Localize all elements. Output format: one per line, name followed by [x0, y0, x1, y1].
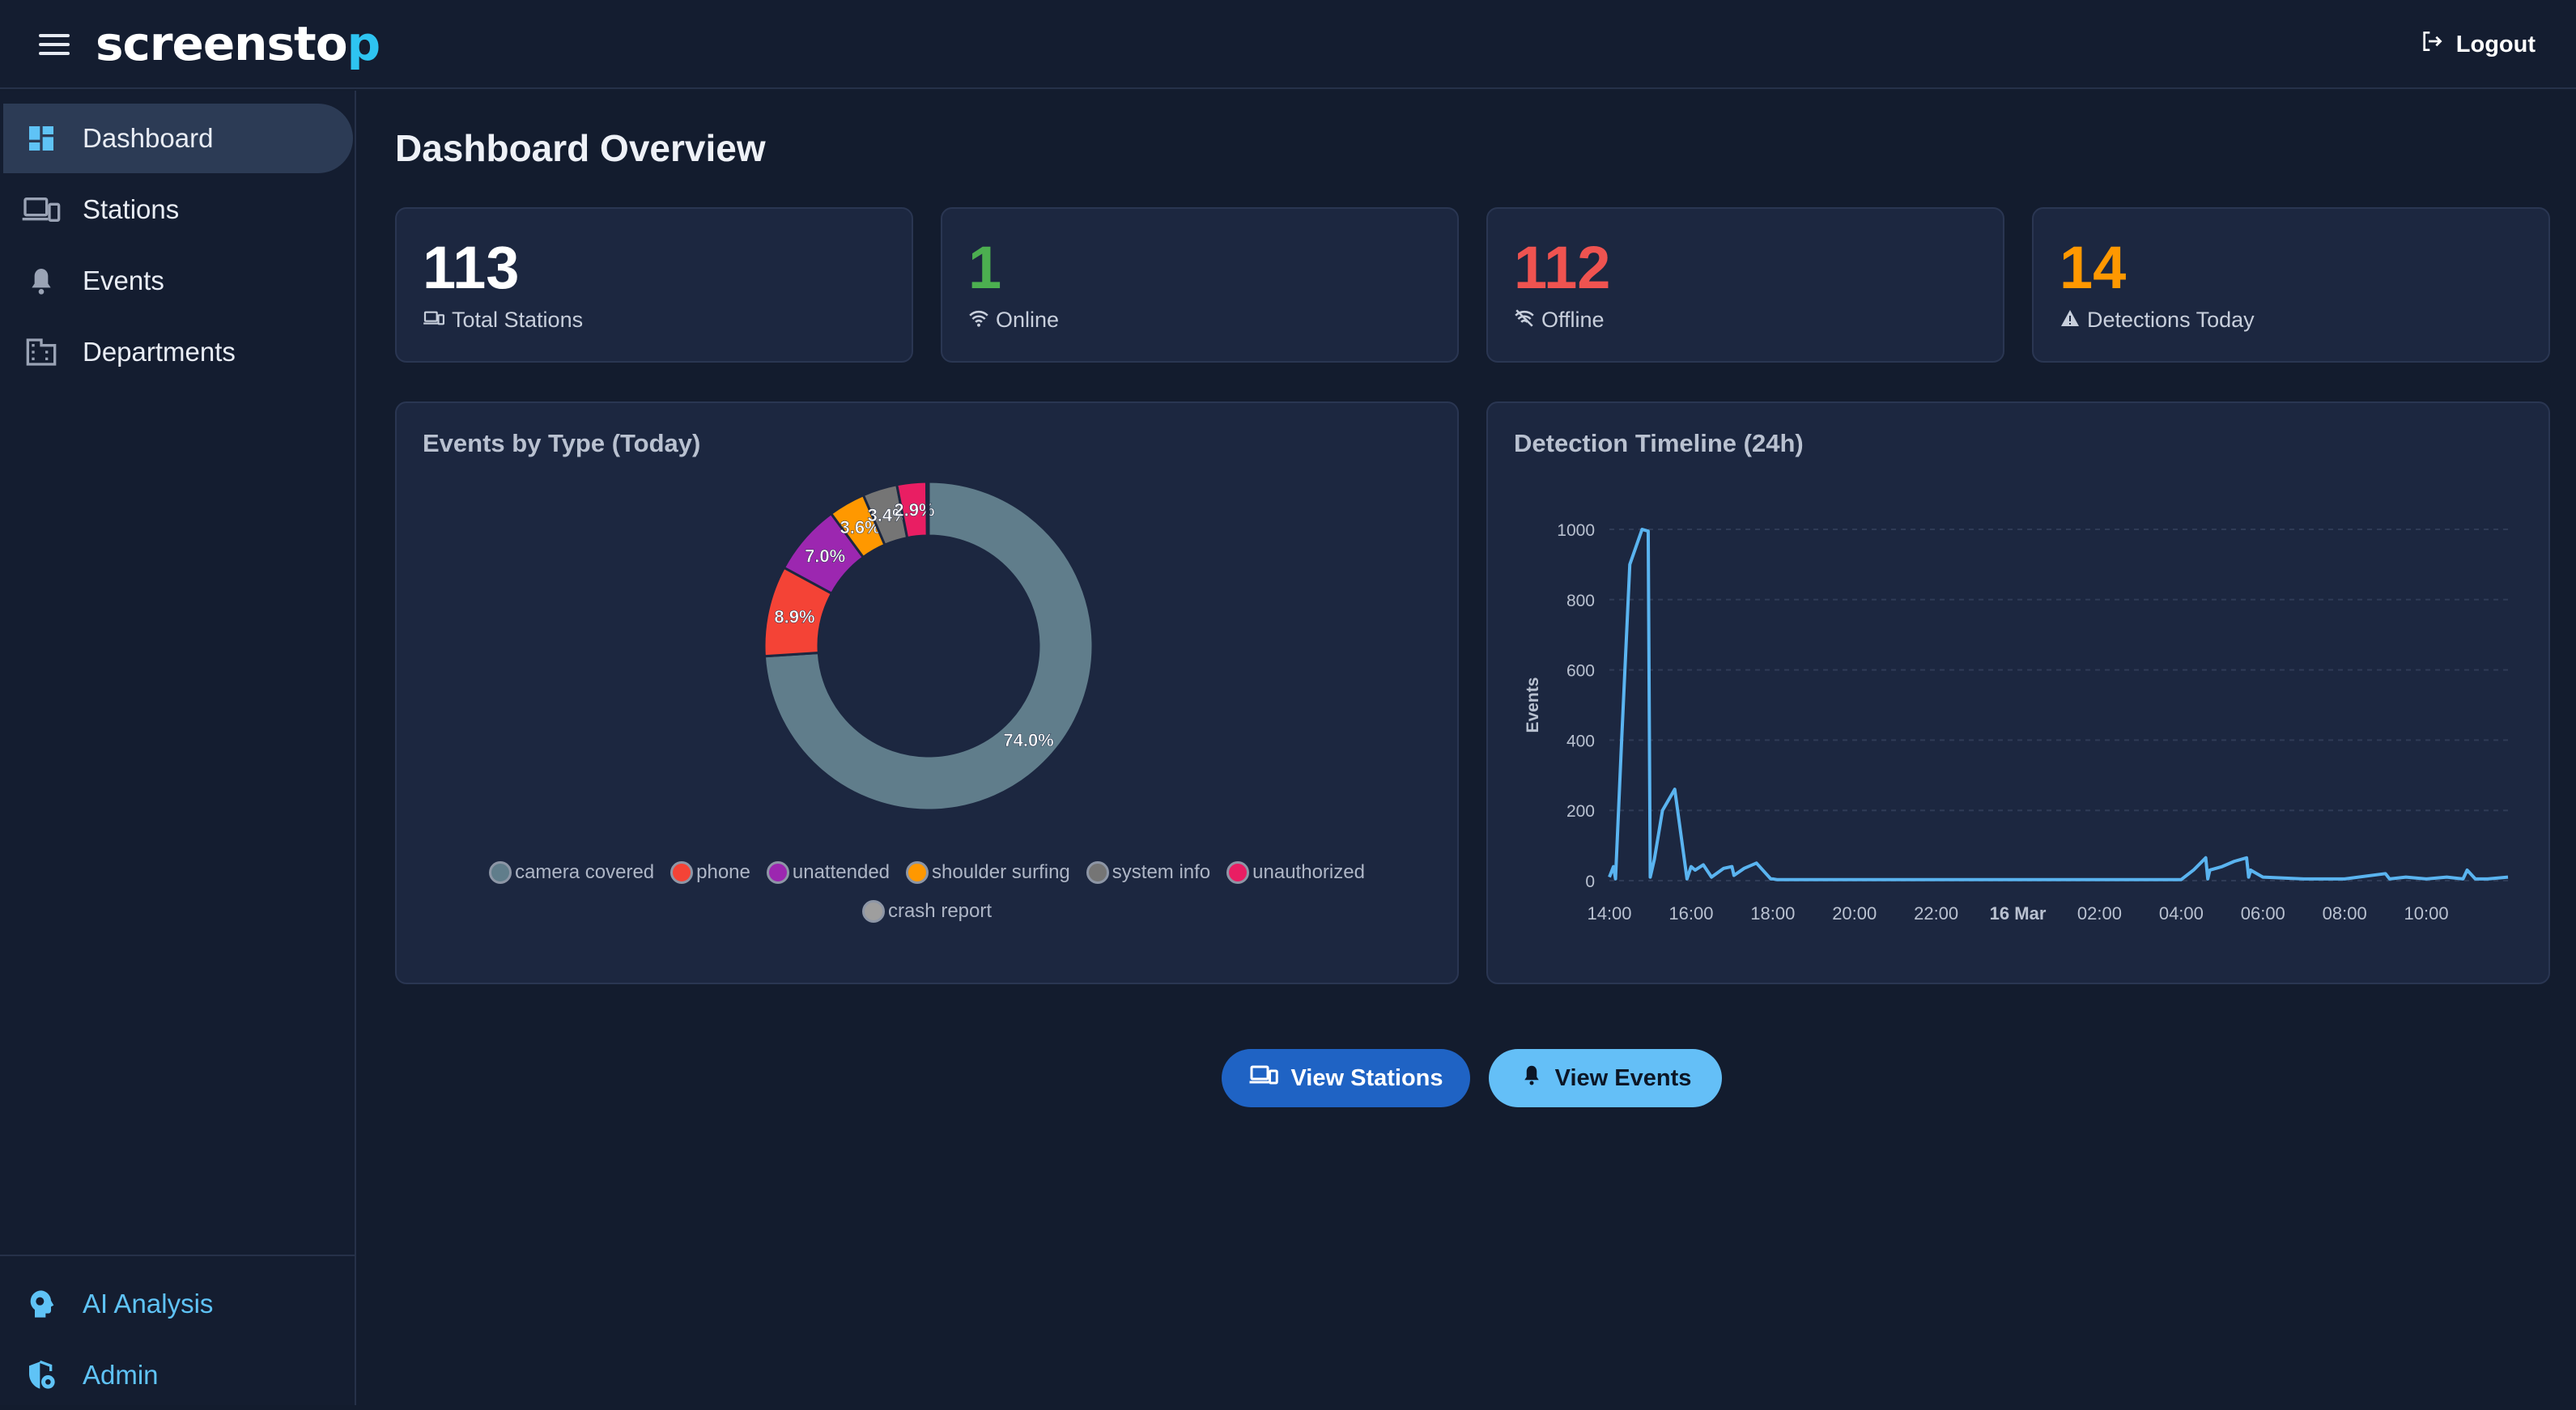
legend-swatch	[861, 900, 885, 923]
x-tick-label: 20:00	[1832, 903, 1877, 924]
bell-icon	[21, 261, 62, 301]
logout-button[interactable]: Logout	[2419, 24, 2536, 65]
stat-label: Offline	[1514, 308, 1605, 333]
y-tick-label: 0	[1585, 873, 1595, 891]
stat-label: Detections Today	[2060, 308, 2255, 333]
legend-swatch	[1086, 861, 1109, 884]
pie-data-label: 74.0%	[1003, 730, 1053, 750]
menu-icon[interactable]	[36, 26, 73, 63]
x-tick-label: 16 Mar	[1990, 903, 2047, 924]
pie-slice[interactable]	[763, 480, 1095, 812]
x-tick-label: 14:00	[1587, 903, 1631, 924]
chart-title: Events by Type (Today)	[423, 429, 701, 457]
pie-data-label: 8.9%	[774, 607, 814, 627]
stat-value: 14	[2060, 234, 2127, 301]
series-line[interactable]	[1608, 528, 2509, 881]
y-tick-label: 800	[1566, 592, 1595, 610]
sidebar-item-label: Admin	[83, 1360, 159, 1390]
warning-icon	[2060, 308, 2081, 333]
legend-swatch	[766, 861, 789, 884]
y-tick-label: 400	[1566, 732, 1595, 750]
stat-value: 113	[423, 234, 520, 301]
donut-chart: 74.0%8.9%7.0%3.6%3.4%2.9%	[763, 480, 1095, 812]
sidebar-item-stations[interactable]: Stations	[3, 175, 353, 244]
legend-item[interactable]: camera covered	[489, 861, 654, 884]
logout-icon	[2419, 28, 2445, 61]
logout-label: Logout	[2455, 31, 2536, 57]
sidebar-item-label: Departments	[83, 337, 236, 367]
devices-icon	[423, 308, 445, 333]
stat-card-detections-today: 14 Detections Today	[2032, 207, 2550, 363]
stat-label: Online	[968, 308, 1059, 333]
chart-legend: camera covered phone unattended shoulder…	[397, 861, 1457, 884]
y-tick-label: 600	[1566, 662, 1595, 681]
stat-card-online: 1 Online	[941, 207, 1459, 363]
sidebar-item-label: Dashboard	[83, 123, 214, 153]
x-tick-label: 10:00	[2404, 903, 2449, 924]
legend-swatch	[489, 861, 512, 884]
ai-brain-icon	[21, 1284, 62, 1324]
x-tick-label: 16:00	[1668, 903, 1713, 924]
legend-item[interactable]: shoulder surfing	[906, 861, 1070, 884]
sidebar: Dashboard Stations Events Departments AI…	[0, 91, 356, 1405]
legend-swatch	[906, 861, 929, 884]
legend-item[interactable]: unauthorized	[1226, 861, 1365, 884]
x-tick-label: 08:00	[2323, 903, 2367, 924]
wifi-off-icon	[1514, 308, 1535, 333]
stat-card-offline: 112 Offline	[1486, 207, 2004, 363]
chart-title: Detection Timeline (24h)	[1514, 429, 1804, 457]
page-title: Dashboard Overview	[395, 127, 766, 169]
top-app-bar: screenstop Logout	[0, 0, 2576, 89]
y-tick-label: 1000	[1557, 521, 1595, 540]
legend-item[interactable]: phone	[670, 861, 750, 884]
stat-card-total-stations: 113 Total Stations	[395, 207, 913, 363]
bell-icon	[1520, 1063, 1544, 1094]
y-axis-label: Events	[1524, 677, 1542, 733]
x-tick-label: 22:00	[1914, 903, 1958, 924]
sidebar-divider	[0, 1255, 355, 1256]
stat-value: 1	[968, 234, 1002, 301]
app-logo[interactable]: screenstop	[96, 16, 380, 71]
stat-value: 112	[1514, 234, 1611, 301]
x-tick-label: 04:00	[2159, 903, 2204, 924]
view-stations-button[interactable]: View Stations	[1222, 1049, 1470, 1107]
events-by-type-card: Events by Type (Today) 74.0% 8.9% 7.0% 3.6%…	[395, 401, 1459, 984]
dashboard-icon	[21, 118, 62, 159]
stat-label: Total Stations	[423, 308, 583, 333]
x-tick-label: 02:00	[2077, 903, 2122, 924]
pie-data-label: 7.0%	[805, 546, 845, 567]
devices-icon	[21, 189, 62, 230]
sidebar-item-dashboard[interactable]: Dashboard	[3, 104, 353, 173]
chart-legend-row-2: crash report	[397, 900, 1457, 923]
pie-slice[interactable]	[925, 480, 930, 537]
wifi-icon	[968, 308, 989, 333]
detection-timeline-card: Detection Timeline (24h) 0 200 400 600 800 10…	[1486, 401, 2550, 984]
line-chart: 0 200 400 600 800 1000 Events 14:00 16:00 18:00 20…	[1524, 521, 2509, 924]
x-tick-label: 18:00	[1750, 903, 1795, 924]
sidebar-item-label: Stations	[83, 194, 180, 224]
devices-icon	[1248, 1063, 1279, 1094]
view-events-button[interactable]: View Events	[1489, 1049, 1722, 1107]
legend-swatch	[1226, 861, 1250, 884]
y-tick-label: 200	[1566, 802, 1595, 821]
admin-shield-icon	[21, 1355, 62, 1395]
legend-swatch	[670, 861, 694, 884]
legend-item[interactable]: system info	[1086, 861, 1210, 884]
view-events-label: View Events	[1554, 1064, 1692, 1091]
sidebar-item-label: Events	[83, 265, 164, 295]
sidebar-item-departments[interactable]: Departments	[3, 317, 353, 387]
sidebar-item-ai-analysis[interactable]: AI Analysis	[3, 1269, 353, 1339]
view-stations-label: View Stations	[1290, 1064, 1443, 1091]
sidebar-item-admin[interactable]: Admin	[3, 1340, 353, 1410]
sidebar-item-events[interactable]: Events	[3, 246, 353, 316]
legend-item[interactable]: unattended	[766, 861, 890, 884]
sidebar-item-label: AI Analysis	[83, 1289, 214, 1319]
building-icon	[21, 332, 62, 372]
x-tick-label: 06:00	[2241, 903, 2285, 924]
legend-item[interactable]: crash report	[861, 900, 992, 923]
